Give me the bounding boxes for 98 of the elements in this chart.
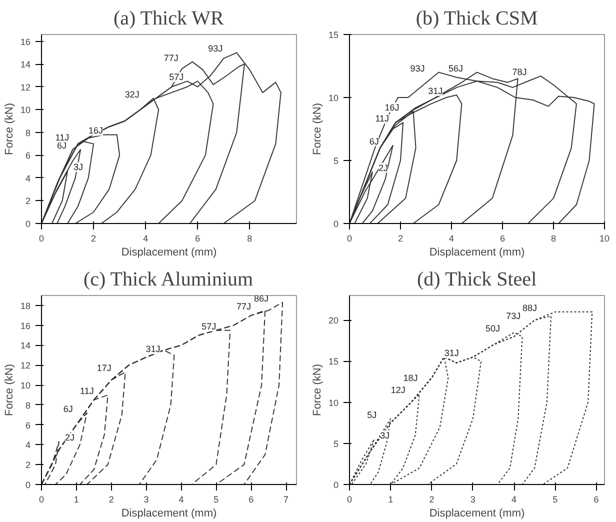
- y-tick-label: 8: [25, 400, 31, 410]
- annotation: 57J: [202, 321, 216, 332]
- y-axis-title: Force (kN): [311, 103, 324, 155]
- y-axis-title: Force (kN): [311, 364, 324, 416]
- chart-title: (c) Thick Aluminium: [83, 268, 254, 290]
- x-axis-title: Displacement (mm): [429, 508, 525, 520]
- y-tick-label: 18: [20, 300, 31, 311]
- y-tick-label: 2: [25, 196, 31, 206]
- annotation: 77J: [164, 52, 178, 63]
- annotation: 78J: [512, 67, 527, 78]
- y-tick-label: 12: [20, 360, 31, 371]
- annotation: 11J: [80, 386, 94, 396]
- annotation: 2J: [378, 162, 388, 173]
- y-tick-label: 0: [333, 219, 339, 229]
- annotation: 6J: [369, 136, 379, 146]
- annotation: 31J: [428, 86, 443, 96]
- annotation: 31J: [146, 344, 160, 354]
- annotation: 3J: [74, 162, 84, 172]
- y-tick-label: 10: [20, 105, 31, 116]
- annotation: 2J: [64, 432, 74, 443]
- annotation: 88J: [522, 302, 538, 313]
- x-axis-title: Displacement (mm): [429, 246, 525, 258]
- x-tick-label: 2: [108, 494, 114, 504]
- y-tick-label: 15: [328, 30, 339, 40]
- x-tick-label: 3: [144, 494, 149, 504]
- annotation: 93J: [410, 63, 425, 74]
- x-tick-label: 3: [470, 494, 476, 504]
- x-tick-label: 8: [550, 234, 556, 244]
- annotation: 93J: [208, 44, 223, 54]
- annotation: 73J: [506, 311, 521, 322]
- annotation: 16J: [384, 102, 400, 112]
- x-tick-label: 0: [38, 234, 44, 244]
- y-tick-label: 10: [328, 398, 339, 408]
- y-tick-label: 14: [20, 60, 31, 70]
- annotation: 6J: [63, 404, 73, 414]
- x-tick-label: 4: [178, 494, 184, 504]
- x-tick-label: 2: [398, 234, 404, 244]
- annotation: 12J: [390, 385, 406, 396]
- y-tick-label: 10: [328, 93, 339, 103]
- annotation: 50J: [486, 323, 500, 334]
- chart-title: (b) Thick CSM: [416, 8, 538, 30]
- annotation: 11J: [375, 114, 390, 124]
- annotation: 57J: [169, 72, 184, 82]
- annotation: 56J: [448, 63, 464, 74]
- y-axis-title: Force (kN): [3, 103, 16, 155]
- x-tick-label: 1: [74, 494, 79, 504]
- annotation: 5J: [367, 410, 377, 420]
- y-tick-label: 0: [25, 480, 31, 490]
- x-tick-label: 6: [195, 234, 200, 244]
- x-tick-label: 1: [388, 494, 394, 504]
- y-tick-label: 16: [20, 320, 31, 331]
- x-tick-label: 6: [594, 494, 599, 504]
- annotation: 6J: [57, 140, 67, 150]
- y-tick-label: 12: [20, 82, 31, 92]
- chart-title: (a) Thick WR: [113, 8, 224, 30]
- y-tick-label: 16: [20, 36, 31, 47]
- chart-title: (d) Thick Steel: [417, 268, 538, 290]
- annotation: 16J: [88, 126, 103, 136]
- x-tick-label: 2: [429, 494, 434, 504]
- x-axis-title: Displacement (mm): [121, 246, 217, 258]
- x-tick-label: 4: [512, 494, 517, 504]
- annotation: 31J: [444, 348, 459, 358]
- x-axis-title: Displacement (mm): [121, 508, 217, 520]
- annotation: 18J: [403, 372, 418, 383]
- y-tick-label: 2: [25, 460, 31, 470]
- y-tick-label: 4: [25, 173, 31, 184]
- x-tick-label: 0: [346, 234, 352, 244]
- x-tick-label: 4: [143, 234, 148, 244]
- annotation: 77J: [236, 301, 252, 312]
- annotation: 86J: [254, 293, 269, 304]
- y-tick-label: 0: [25, 219, 31, 229]
- y-tick-label: 6: [25, 150, 31, 161]
- annotation: 17J: [96, 363, 112, 374]
- x-tick-label: 0: [38, 494, 44, 504]
- y-tick-label: 5: [333, 156, 339, 166]
- x-tick-label: 5: [214, 494, 219, 504]
- annotation: 11J: [55, 132, 70, 143]
- y-tick-label: 4: [25, 440, 31, 450]
- x-tick-label: 10: [599, 234, 610, 244]
- y-tick-label: 5: [333, 438, 339, 449]
- y-axis-title: Force (kN): [3, 364, 16, 416]
- x-tick-label: 2: [91, 234, 96, 244]
- x-tick-label: 7: [284, 494, 289, 504]
- x-tick-label: 8: [247, 234, 252, 244]
- y-tick-label: 0: [333, 480, 339, 490]
- y-tick-label: 8: [25, 128, 31, 138]
- y-tick-label: 15: [328, 356, 339, 367]
- y-tick-label: 6: [25, 420, 31, 430]
- y-tick-label: 14: [20, 340, 31, 351]
- x-tick-label: 5: [552, 494, 558, 504]
- x-tick-label: 6: [500, 234, 506, 244]
- y-tick-label: 20: [328, 316, 339, 326]
- x-tick-label: 4: [448, 234, 454, 244]
- x-tick-label: 6: [248, 494, 254, 504]
- annotation: 32J: [124, 89, 140, 100]
- y-tick-label: 10: [20, 380, 31, 391]
- annotation: 3J: [380, 430, 390, 440]
- x-tick-label: 0: [346, 494, 352, 504]
